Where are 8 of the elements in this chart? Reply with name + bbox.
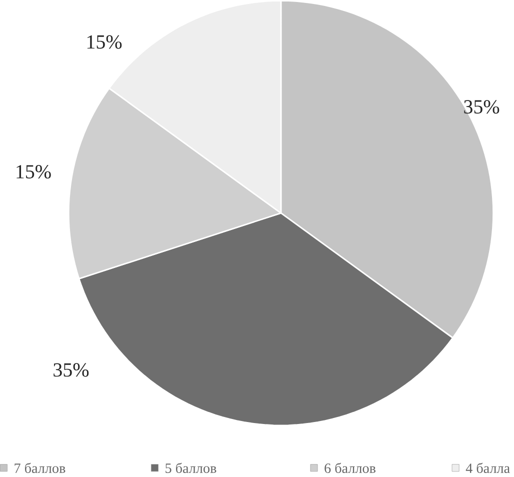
legend-label: 6 баллов: [324, 462, 376, 474]
data-label: 35%: [54, 363, 89, 377]
legend-label: 7 баллов: [14, 462, 66, 474]
data-label: 15%: [16, 165, 51, 179]
data-label: 15%: [87, 35, 122, 49]
legend-label: 4 балла: [466, 462, 510, 474]
data-label: 35%: [464, 100, 500, 114]
legend-label: 5 баллов: [166, 462, 216, 474]
